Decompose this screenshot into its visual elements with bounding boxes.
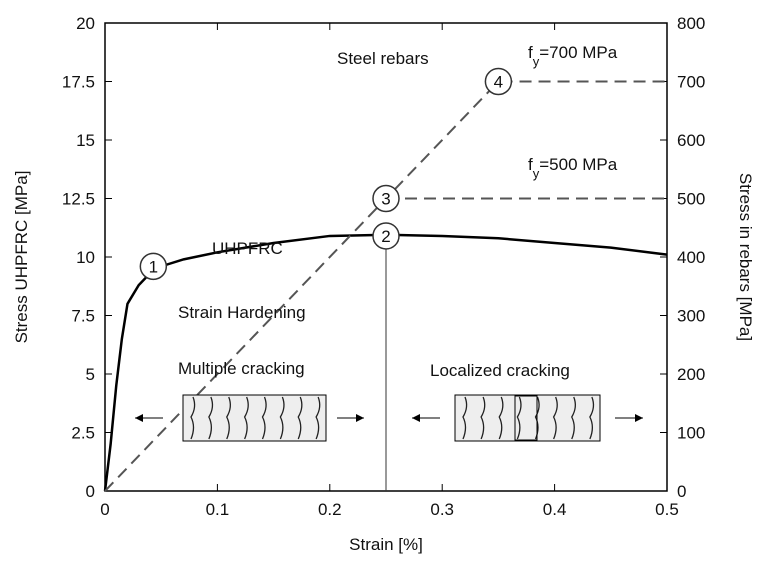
crack bbox=[315, 396, 321, 440]
point-marker bbox=[139, 252, 168, 281]
x-tick-label: 0.1 bbox=[206, 500, 230, 519]
y2-axis-label: Stress in rebars [MPa] bbox=[736, 173, 755, 341]
series-label: UHPFRC bbox=[212, 239, 283, 258]
x-tick-label: 0.5 bbox=[655, 500, 679, 519]
yield-label: fy=500 MPa bbox=[528, 155, 618, 181]
y-tick-label: 0 bbox=[86, 482, 95, 501]
fy-rest: =700 MPa bbox=[539, 43, 618, 62]
y-tick-label: 7.5 bbox=[71, 307, 95, 326]
annotation: Multiple cracking bbox=[178, 359, 305, 378]
crack bbox=[297, 396, 303, 440]
y2-tick-label: 300 bbox=[677, 307, 705, 326]
y2-tick-label: 500 bbox=[677, 190, 705, 209]
localized-crack bbox=[514, 395, 538, 441]
point-label: 3 bbox=[381, 190, 390, 209]
y2-tick-label: 700 bbox=[677, 73, 705, 92]
fy-f: f bbox=[528, 43, 533, 62]
y-axis-label: Stress UHPFRC [MPa] bbox=[12, 171, 31, 344]
arrow-head bbox=[356, 414, 364, 422]
y-tick-label: 12.5 bbox=[62, 190, 95, 209]
y2-tick-label: 600 bbox=[677, 131, 705, 150]
arrow-head bbox=[412, 414, 420, 422]
x-tick-label: 0.4 bbox=[543, 500, 567, 519]
fy-rest: =500 MPa bbox=[539, 155, 618, 174]
series-line bbox=[103, 233, 668, 492]
y-tick-label: 5 bbox=[86, 365, 95, 384]
crack bbox=[279, 396, 285, 440]
fy-sub: y bbox=[533, 54, 540, 69]
y-tick-label: 2.5 bbox=[71, 424, 95, 443]
point-marker bbox=[484, 67, 513, 96]
y-tick-label: 17.5 bbox=[62, 73, 95, 92]
x-tick-label: 0.3 bbox=[430, 500, 454, 519]
y2-tick-label: 800 bbox=[677, 14, 705, 33]
point-label: 1 bbox=[149, 257, 158, 276]
crack bbox=[243, 396, 249, 440]
crack bbox=[571, 396, 576, 440]
y2-tick-label: 200 bbox=[677, 365, 705, 384]
crack bbox=[552, 396, 558, 440]
y-tick-label: 10 bbox=[76, 248, 95, 267]
specimen bbox=[182, 394, 327, 442]
crack bbox=[261, 396, 267, 440]
fy-sub: y bbox=[533, 166, 540, 181]
point-marker bbox=[372, 222, 400, 250]
yield-label: fy=700 MPa bbox=[528, 43, 618, 69]
crack bbox=[516, 396, 522, 440]
point-marker bbox=[372, 184, 400, 213]
y-tick-label: 20 bbox=[76, 14, 95, 33]
specimen bbox=[454, 394, 601, 442]
y2-tick-label: 0 bbox=[677, 482, 686, 501]
annotation: Strain Hardening bbox=[178, 303, 306, 322]
annotation: Localized cracking bbox=[430, 361, 570, 380]
crack bbox=[480, 396, 486, 440]
arrow-head bbox=[135, 414, 143, 422]
point-label: 2 bbox=[381, 227, 390, 246]
arrow-head bbox=[635, 414, 643, 422]
crack bbox=[462, 396, 468, 440]
crack bbox=[226, 396, 231, 440]
y-tick-label: 15 bbox=[76, 131, 95, 150]
crack bbox=[208, 396, 214, 440]
x-tick-label: 0.2 bbox=[318, 500, 342, 519]
crack bbox=[498, 396, 504, 440]
fy-f: f bbox=[528, 155, 533, 174]
x-axis-label: Strain [%] bbox=[349, 535, 423, 554]
crack bbox=[190, 396, 196, 440]
crack bbox=[534, 396, 540, 440]
y2-tick-label: 400 bbox=[677, 248, 705, 267]
point-label: 4 bbox=[494, 73, 503, 92]
series-label: Steel rebars bbox=[337, 49, 429, 68]
crack bbox=[589, 396, 595, 440]
x-tick-label: 0 bbox=[100, 500, 109, 519]
y2-tick-label: 100 bbox=[677, 424, 705, 443]
